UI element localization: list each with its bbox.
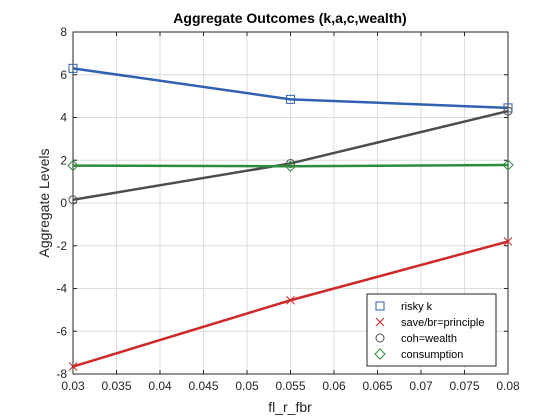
data-point-marker — [284, 160, 297, 172]
series-layer — [67, 63, 514, 371]
tick-labels: 0.03 0.035 0.04 0.045 0.05 0.055 0.06 0.065 0.07… — [56, 25, 520, 393]
data-point-marker — [502, 159, 514, 171]
x-tick-label: 0.035 — [101, 379, 131, 393]
data-point-marker-stroke — [503, 237, 513, 246]
legend-marker-stroke — [375, 317, 385, 327]
y-tick-label: 2 — [60, 153, 67, 167]
y-tick-label: 4 — [60, 111, 67, 125]
data-point-marker — [503, 106, 513, 116]
data-point-marker — [68, 63, 78, 73]
x-tick-label: 0.06 — [322, 379, 346, 393]
x-tick-label: 0.045 — [188, 379, 218, 393]
legend-marker — [375, 333, 385, 343]
legend-marker — [375, 317, 385, 327]
y-tick-label: 8 — [60, 25, 67, 39]
x-tick-label: 0.05 — [235, 379, 259, 393]
series-line-0 — [72, 67, 509, 110]
legend: risky k save/br=principle coh=wealth consum… — [366, 293, 497, 367]
chart-title: Aggregate Outcomes (k,a,c,wealth) — [173, 10, 406, 26]
data-point-marker — [68, 362, 78, 371]
data-point-marker — [286, 94, 295, 104]
y-tick-label: -6 — [56, 324, 67, 338]
x-tick-label: 0.08 — [496, 379, 520, 393]
legend-box — [366, 293, 497, 367]
legend-label: risky k — [401, 301, 433, 313]
y-tick-label: 0 — [60, 196, 67, 210]
data-point-marker — [68, 195, 78, 205]
x-tick-label: 0.07 — [409, 379, 433, 393]
y-tick-label: -4 — [56, 282, 67, 296]
data-point-marker — [503, 237, 513, 246]
x-tick-label: 0.075 — [449, 379, 479, 393]
legend-label: consumption — [401, 349, 463, 361]
series-line-2 — [72, 109, 509, 202]
data-point-marker-stroke — [68, 362, 78, 371]
legend-label: save/br=principle — [401, 317, 484, 329]
axes — [72, 31, 509, 375]
y-tick-label: -8 — [56, 367, 67, 381]
x-tick-label: 0.055 — [275, 379, 305, 393]
y-tick-label: 6 — [60, 68, 67, 82]
legend-marker — [374, 348, 386, 360]
legend-marker — [375, 301, 385, 311]
y-axis-label: Aggregate Levels — [36, 149, 52, 258]
series-line-3 — [72, 163, 509, 168]
legend-label: coh=wealth — [401, 333, 457, 345]
data-point-marker — [286, 295, 295, 305]
data-point-marker-stroke — [286, 295, 295, 305]
x-tick-label: 0.03 — [61, 379, 85, 393]
x-tick-label: 0.04 — [148, 379, 172, 393]
data-point-marker — [67, 159, 79, 172]
y-tick-label: -2 — [56, 239, 67, 253]
x-axis-label: fl_r_fbr — [268, 399, 312, 415]
x-tick-label: 0.065 — [362, 379, 392, 393]
